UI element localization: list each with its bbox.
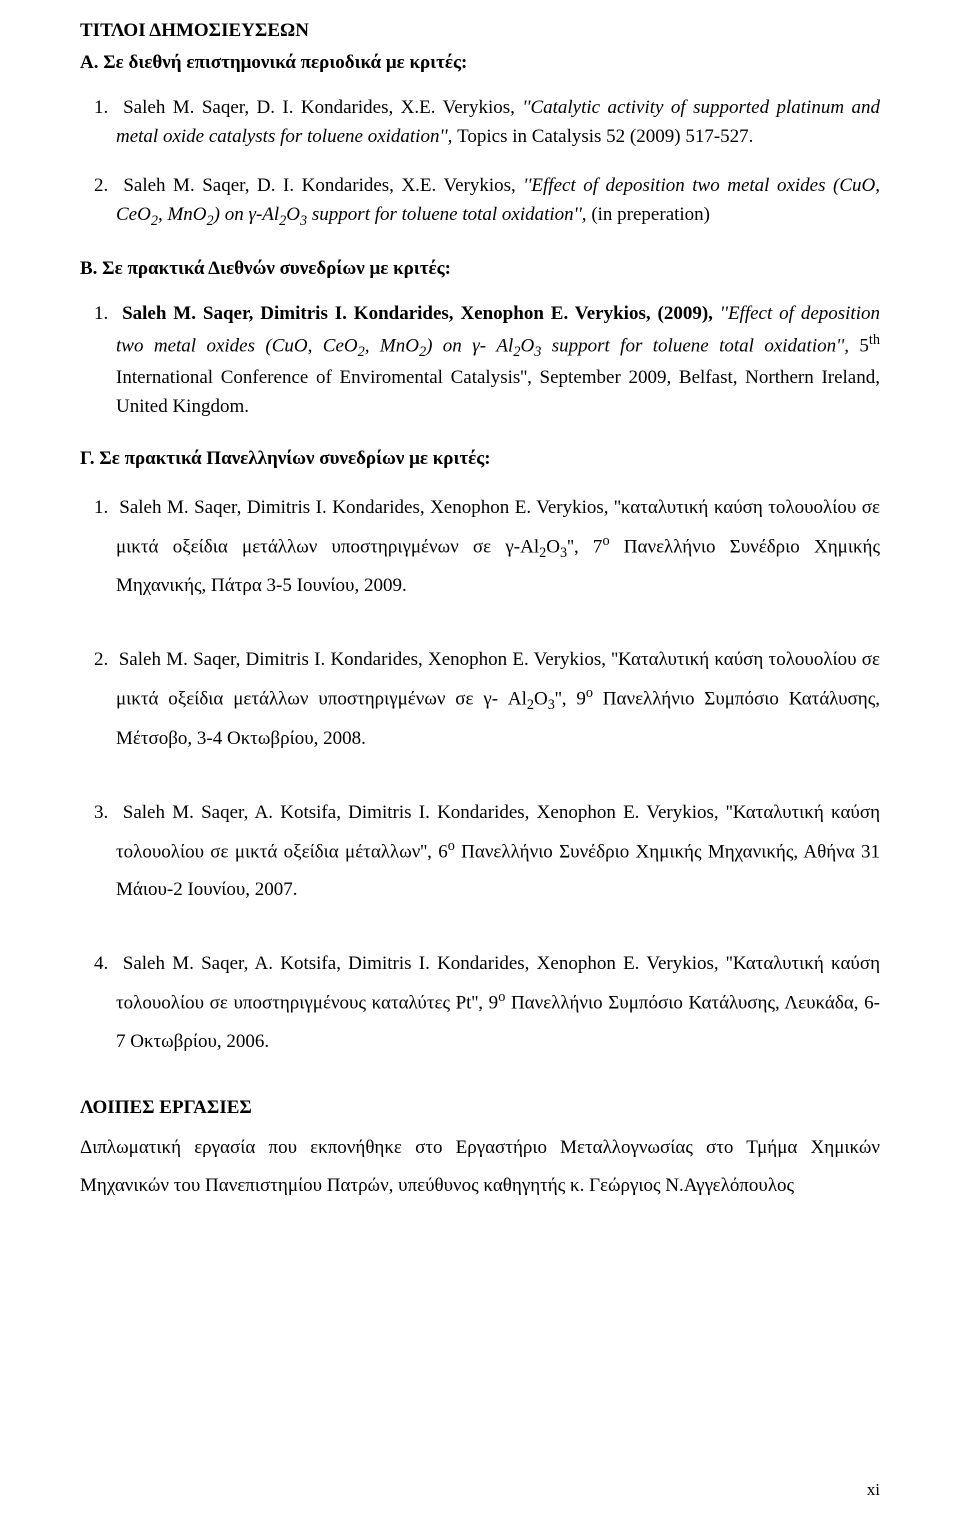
- section-b-item: 1. Saleh M. Saqer, Dimitris I. Kondaride…: [80, 299, 880, 422]
- subscript: 2: [358, 344, 365, 360]
- publication-title-part: O: [520, 335, 534, 356]
- subscript: 2: [151, 213, 158, 229]
- section-a-item: 2. Saleh M. Saqer, D. I. Kondarides, X.E…: [80, 171, 880, 232]
- other-works-heading: ΛΟΙΠΕΣ ΕΡΓΑΣΙΕΣ: [80, 1097, 880, 1119]
- list-number: 1.: [94, 303, 108, 324]
- superscript: ο: [586, 685, 593, 701]
- item-text: '', 9: [555, 689, 586, 710]
- publication-title-part: , MnO: [365, 335, 419, 356]
- page-container: ΤΙΤΛΟΙ ΔΗΜΟΣΙΕΥΣΕΩΝ Α. Σε διεθνή επιστημ…: [0, 0, 960, 1520]
- item-text: O: [534, 689, 548, 710]
- publication-title-part: ) on γ- Al: [426, 335, 513, 356]
- other-works-text: Διπλωματική εργασία που εκπονήθηκε στο Ε…: [80, 1129, 880, 1205]
- publication-source: Topics in Catalysis 52 (2009) 517-527.: [457, 126, 753, 147]
- superscript: ο: [448, 838, 455, 854]
- publication-rest: 5: [859, 335, 869, 356]
- publication-title-part: , MnO: [158, 204, 207, 225]
- subscript: 3: [548, 697, 555, 713]
- list-number: 1.: [94, 497, 108, 518]
- section-c-item: 1. Saleh M. Saqer, Dimitris I. Kondaride…: [80, 489, 880, 606]
- page-number: xi: [867, 1480, 880, 1500]
- publication-title-part: support for toluene total oxidation'',: [541, 335, 859, 356]
- subscript: 2: [527, 697, 534, 713]
- section-a-heading: Α. Σε διεθνή επιστημονικά περιοδικά με κ…: [80, 52, 880, 74]
- section-c-item: 3. Saleh M. Saqer, A. Kotsifa, Dimitris …: [80, 794, 880, 909]
- subscript: 2: [419, 344, 426, 360]
- list-number: 4.: [94, 953, 108, 974]
- section-c-heading: Γ. Σε πρακτικά Πανελληνίων συνεδρίων με …: [80, 448, 880, 470]
- list-number: 1.: [94, 97, 108, 118]
- publication-source: (in preperation): [591, 204, 710, 225]
- spacer: [80, 242, 880, 258]
- publication-title-part: ) on γ-Al: [214, 204, 280, 225]
- section-c-item: 2. Saleh M. Saqer, Dimitris I. Kondaride…: [80, 641, 880, 758]
- superscript: th: [869, 332, 880, 348]
- authors-text: Saleh M. Saqer, D. I. Kondarides, X.E. V…: [123, 175, 523, 196]
- spacer: [80, 432, 880, 448]
- section-b-heading: Β. Σε πρακτικά Διεθνών συνεδρίων με κριτ…: [80, 258, 880, 280]
- item-text: O: [546, 536, 560, 557]
- publication-rest: International Conference of Enviromental…: [116, 367, 880, 417]
- section-c-item: 4. Saleh M. Saqer, A. Kotsifa, Dimitris …: [80, 945, 880, 1060]
- subscript: 2: [207, 213, 214, 229]
- publication-title-part: O: [286, 204, 300, 225]
- list-number: 3.: [94, 802, 108, 823]
- item-text: '', 7: [567, 536, 602, 557]
- section-a-item: 1. Saleh M. Saqer, D. I. Kondarides, X.E…: [80, 93, 880, 152]
- authors-text: Saleh M. Saqer, D. I. Kondarides, X.E. V…: [123, 97, 522, 118]
- list-number: 2.: [94, 649, 108, 670]
- authors-text: Saleh M. Saqer, Dimitris I. Kondarides, …: [122, 303, 720, 324]
- list-number: 2.: [94, 175, 108, 196]
- page-title: ΤΙΤΛΟΙ ΔΗΜΟΣΙΕΥΣΕΩΝ: [80, 20, 880, 42]
- publication-title-part: support for toluene total oxidation'',: [307, 204, 591, 225]
- superscript: ο: [602, 533, 609, 549]
